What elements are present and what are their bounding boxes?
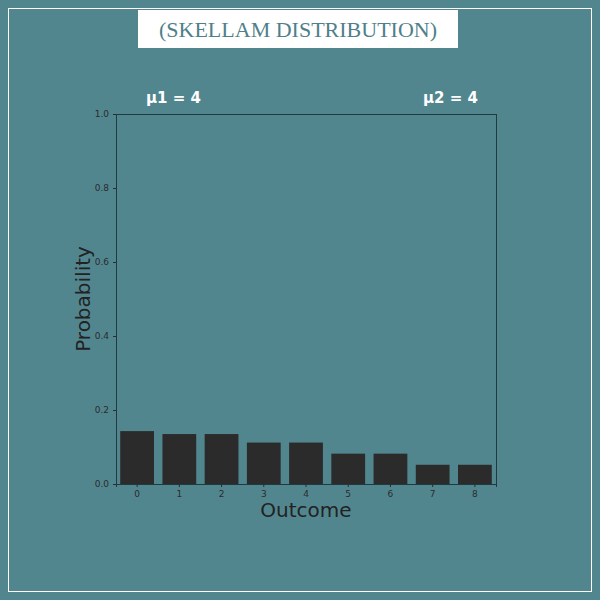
x-tick: 1	[176, 484, 182, 499]
bar	[205, 434, 239, 484]
y-tick-label: 0.2	[95, 405, 109, 415]
x-axis-line	[117, 485, 497, 488]
y-tick-label: 0.8	[95, 183, 110, 193]
x-tick: 8	[472, 484, 478, 499]
y-tick-mark	[113, 410, 116, 411]
x-tick-mark	[306, 484, 307, 487]
title-background	[138, 10, 458, 48]
y-axis-title: Probability	[71, 246, 95, 352]
bars	[120, 431, 492, 484]
y-tick-label: 0.6	[95, 257, 110, 267]
y-tick: 0.8	[95, 183, 116, 193]
y-tick: 0.4	[95, 331, 116, 341]
x-tick-label: 1	[176, 489, 182, 499]
x-tick: 6	[388, 484, 394, 499]
x-tick: 0	[134, 484, 140, 499]
x-tick-mark	[263, 484, 264, 487]
y-tick-mark	[113, 188, 116, 189]
x-tick-label: 0	[134, 489, 140, 499]
title: (SKELLAM DISTRIBUTION)	[159, 17, 437, 42]
x-tick-label: 7	[430, 489, 436, 499]
y-tick-label: 0.0	[95, 479, 110, 489]
bar	[289, 443, 323, 484]
x-tick-mark	[179, 484, 180, 487]
bar	[331, 454, 365, 484]
y-tick-mark	[113, 336, 116, 337]
y-tick: 1.0	[95, 109, 116, 119]
x-tick: 7	[430, 484, 436, 499]
y-tick: 0.0	[95, 479, 116, 489]
x-tick-mark	[474, 484, 475, 487]
bar	[458, 465, 492, 484]
bar	[162, 434, 196, 484]
bar	[416, 465, 450, 484]
plot-frame	[117, 115, 497, 485]
y-tick: 0.2	[95, 405, 116, 415]
y-tick-label: 1.0	[95, 109, 110, 119]
y-tick-mark	[113, 484, 116, 485]
y-axis-line	[113, 115, 117, 485]
x-tick-mark	[348, 484, 349, 487]
x-tick-mark	[432, 484, 433, 487]
x-tick-mark	[390, 484, 391, 487]
y-tick-mark	[113, 262, 116, 263]
bar	[374, 454, 408, 484]
background	[0, 0, 600, 600]
title-box: (SKELLAM DISTRIBUTION)	[138, 10, 458, 48]
y-tick-label: 0.4	[95, 331, 110, 341]
x-axis-title: Outcome	[260, 498, 351, 522]
x-tick-label: 6	[388, 489, 394, 499]
x-tick-label: 2	[219, 489, 225, 499]
chart: (SKELLAM DISTRIBUTION) μ1 = 4 μ2 = 4 0.0 0.2…	[0, 0, 600, 600]
annotation: μ1 = 4	[146, 89, 201, 107]
y-axis: 0.0 0.2 0.4 0.6 0.8 1.0	[95, 109, 117, 489]
annotation: μ2 = 4	[423, 89, 478, 107]
y-tick: 0.6	[95, 257, 116, 267]
x-tick-label: 8	[472, 489, 478, 499]
bar	[120, 431, 154, 484]
page-border	[9, 9, 592, 592]
y-tick-mark	[113, 114, 116, 115]
x-tick: 2	[219, 484, 225, 499]
x-tick-mark	[137, 484, 138, 487]
bar	[247, 443, 281, 484]
x-tick-mark	[221, 484, 222, 487]
